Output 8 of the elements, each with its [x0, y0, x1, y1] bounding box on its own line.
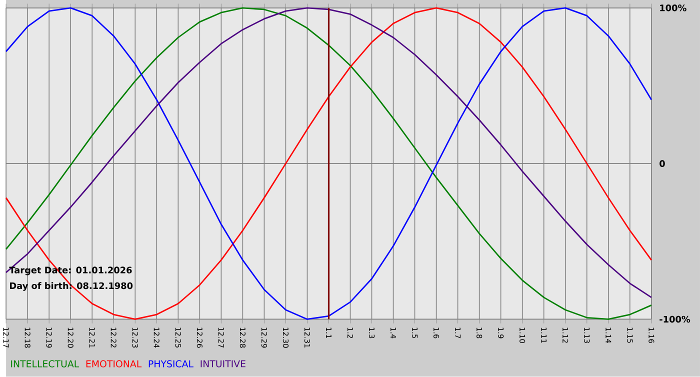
text: INTELLECTUAL [11, 360, 80, 368]
text: PHYSICAL [148, 360, 194, 368]
annotation: Day of birth: 08.12.1980 [10, 282, 133, 292]
text: EMOTIONAL [86, 360, 142, 368]
text: INTUITIVE [200, 360, 246, 368]
y-tick-label: -100% [660, 316, 690, 323]
y-tick-label: 100% [660, 4, 686, 12]
y-tick-label: 0 [660, 160, 665, 168]
